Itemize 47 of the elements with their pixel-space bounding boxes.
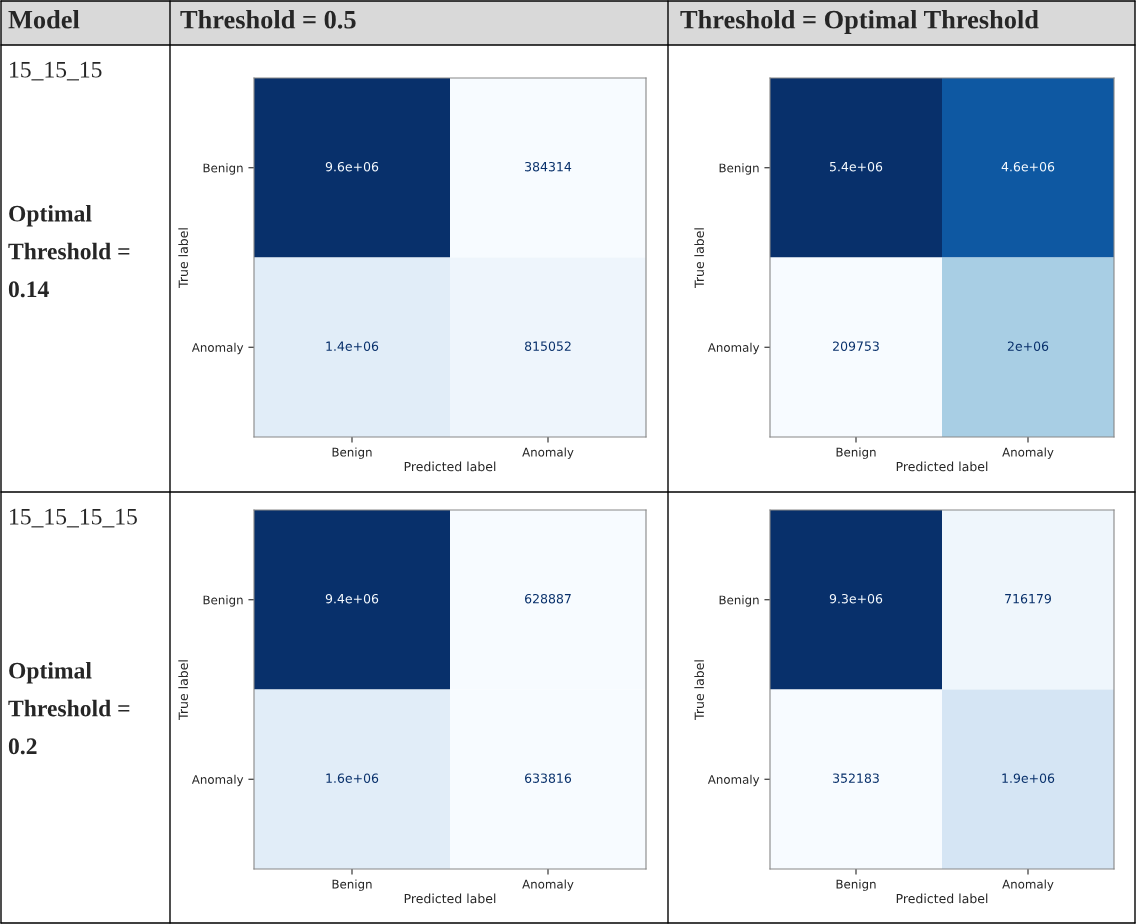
x-tick-label: Anomaly [522,447,574,459]
text: Threshold = 0.5 [180,10,356,29]
y-tick-label: Benign [203,163,243,175]
data-label: 9.6e+06 [325,161,379,172]
y-tick-label: Anomaly [191,774,244,787]
data-label: 352183 [833,773,879,783]
data-label: 209753 [833,341,879,351]
data-label: 1.6e+06 [326,773,379,783]
data-label: 9.4e+06 [325,593,379,604]
data-label: 384314 [525,161,572,172]
y-tick-label: Anomaly [707,774,760,787]
data-label: 1.4e+06 [326,341,379,351]
x-tick-label: Benign [836,447,876,459]
data-label: 1.9e+06 [1002,773,1055,783]
text: 15_15_15_15 [10,508,137,528]
text: Optimal Threshold = 0.14 [8,205,130,298]
data-label: 5.4e+06 [829,161,883,172]
x-axis-title: Predicted label [404,461,496,472]
y-axis-title: True label [178,660,188,720]
y-tick-label: Benign [203,595,243,607]
text: Model [8,10,80,29]
data-label: 716179 [1005,593,1051,604]
x-tick-label: Anomaly [1002,879,1054,891]
text: Threshold = Optimal Threshold [680,10,1039,34]
x-axis-title: Predicted label [404,893,496,904]
text: Optimal Threshold = 0.2 [8,662,130,755]
y-axis-title: True label [694,660,704,720]
x-axis-title: Predicted label [896,893,988,904]
y-tick-label: Anomaly [191,342,244,355]
data-label: 2e+06 [1007,341,1049,351]
x-tick-label: Benign [332,447,372,459]
y-tick-label: Anomaly [707,342,760,355]
data-label: 4.6e+06 [1001,161,1055,172]
x-axis-title: Predicted label [896,461,988,472]
x-tick-label: Anomaly [522,879,574,891]
x-tick-label: Anomaly [1002,447,1054,459]
data-label: 9.3e+06 [829,593,883,604]
data-label: 633816 [525,773,572,783]
data-label: 815052 [524,341,571,351]
data-label: 628887 [525,593,571,604]
x-tick-label: Benign [332,879,372,891]
y-tick-label: Benign [719,595,759,607]
y-axis-title: True label [694,228,704,288]
y-axis-title: True label [178,228,188,288]
y-tick-label: Benign [719,163,759,175]
x-tick-label: Benign [836,879,876,891]
text: 15_15_15 [10,61,102,81]
